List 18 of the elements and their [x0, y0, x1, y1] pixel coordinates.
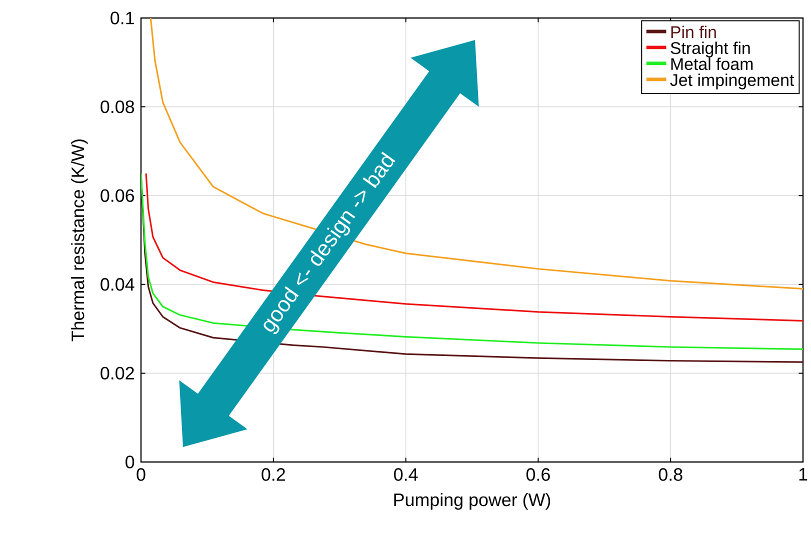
y-tick-label: 0.1 — [110, 12, 134, 24]
x-tick-label: 0 — [136, 468, 146, 481]
y-tick-label: 0 — [126, 456, 134, 468]
y-tick-label: 0.06 — [100, 189, 134, 202]
legend-label: Metal foam — [671, 58, 753, 70]
x-tick-label: 0.4 — [394, 468, 418, 481]
y-tick-label: 0.04 — [100, 278, 134, 291]
text: Pin fin — [671, 26, 716, 38]
x-tick-label: 0.6 — [526, 468, 550, 481]
x-tick-label: 1 — [799, 468, 808, 481]
legend-label: Straight fin — [670, 42, 750, 58]
x-tick-label: 0.8 — [658, 468, 682, 481]
x-axis-title: Pumping power (W) — [394, 493, 550, 510]
legend-label: Jet impingement — [670, 74, 794, 90]
y-axis-title: Thermal resistance (K/W) — [71, 140, 88, 342]
y-tick-label: 0.08 — [100, 100, 134, 114]
x-tick-label: 0.2 — [262, 468, 285, 481]
y-tick-label: 0.02 — [100, 366, 134, 380]
